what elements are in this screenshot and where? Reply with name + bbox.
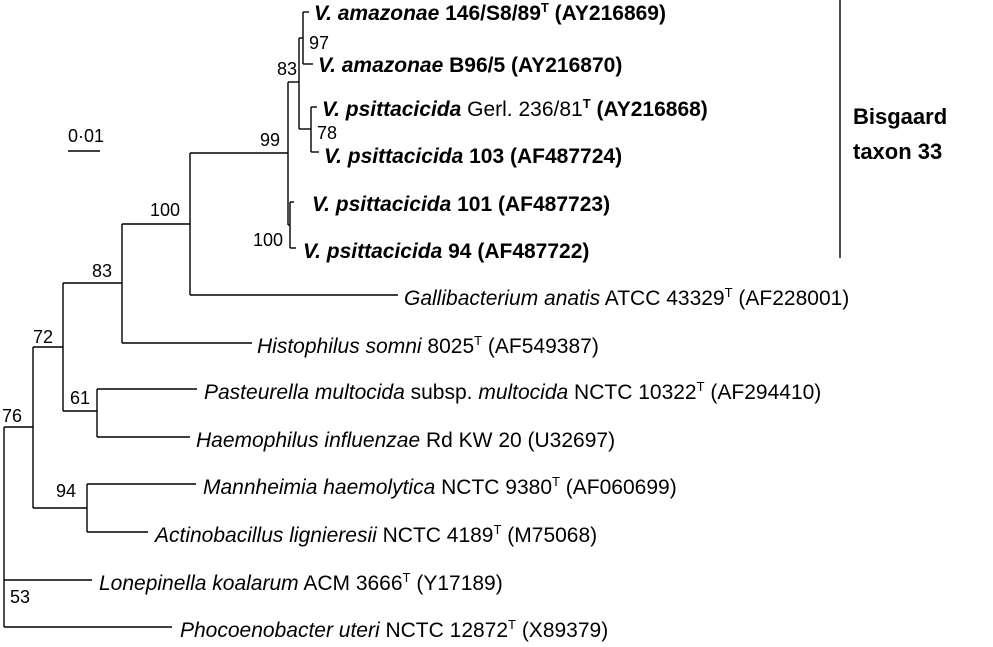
bootstrap-value: 94 (56, 481, 76, 501)
taxon-label: Gallibacterium anatis ATCC 43329T (AF228… (404, 285, 849, 310)
taxon-label: V. psittacicida Gerl. 236/81T (AY216868) (322, 96, 708, 121)
clade-label-line1: Bisgaard (853, 104, 947, 129)
clade-label-line2: taxon 33 (853, 139, 942, 164)
bootstrap-value: 100 (150, 200, 180, 220)
scale-bar-label: 0·01 (68, 126, 104, 146)
taxon-label: Phocoenobacter uteri NCTC 12872T (X89379… (180, 617, 608, 642)
taxon-label: Lonepinella koalarum ACM 3666T (Y17189) (99, 570, 503, 595)
bootstrap-value: 97 (309, 33, 329, 53)
taxon-label: Haemophilus influenzae Rd KW 20 (U32697) (196, 429, 615, 452)
bootstrap-value: 99 (260, 130, 280, 150)
bootstrap-value: 78 (317, 123, 337, 143)
bootstrap-value: 83 (92, 261, 112, 281)
taxon-label: Pasteurella multocida subsp. multocida N… (204, 379, 821, 404)
bootstrap-value: 72 (33, 327, 53, 347)
taxon-label: Histophilus somni 8025T (AF549387) (257, 333, 599, 358)
taxon-label: V. amazonae 146/S8/89T (AY216869) (314, 0, 666, 25)
taxon-label: V. psittacicida 103 (AF487724) (324, 145, 622, 168)
taxon-label: V. psittacicida 101 (AF487723) (312, 193, 610, 216)
bootstrap-value: 76 (2, 406, 22, 426)
taxon-label: Actinobacillus lignieresii NCTC 4189T (M… (153, 522, 597, 547)
taxon-label: V. psittacicida 94 (AF487722) (303, 240, 589, 263)
bootstrap-value: 100 (253, 230, 283, 250)
taxon-label: Mannheimia haemolytica NCTC 9380T (AF060… (203, 474, 677, 499)
bootstrap-value: 83 (277, 59, 297, 79)
taxon-label: V. amazonae B96/5 (AY216870) (318, 54, 622, 77)
bootstrap-value: 53 (10, 587, 30, 607)
bootstrap-value: 61 (70, 388, 90, 408)
